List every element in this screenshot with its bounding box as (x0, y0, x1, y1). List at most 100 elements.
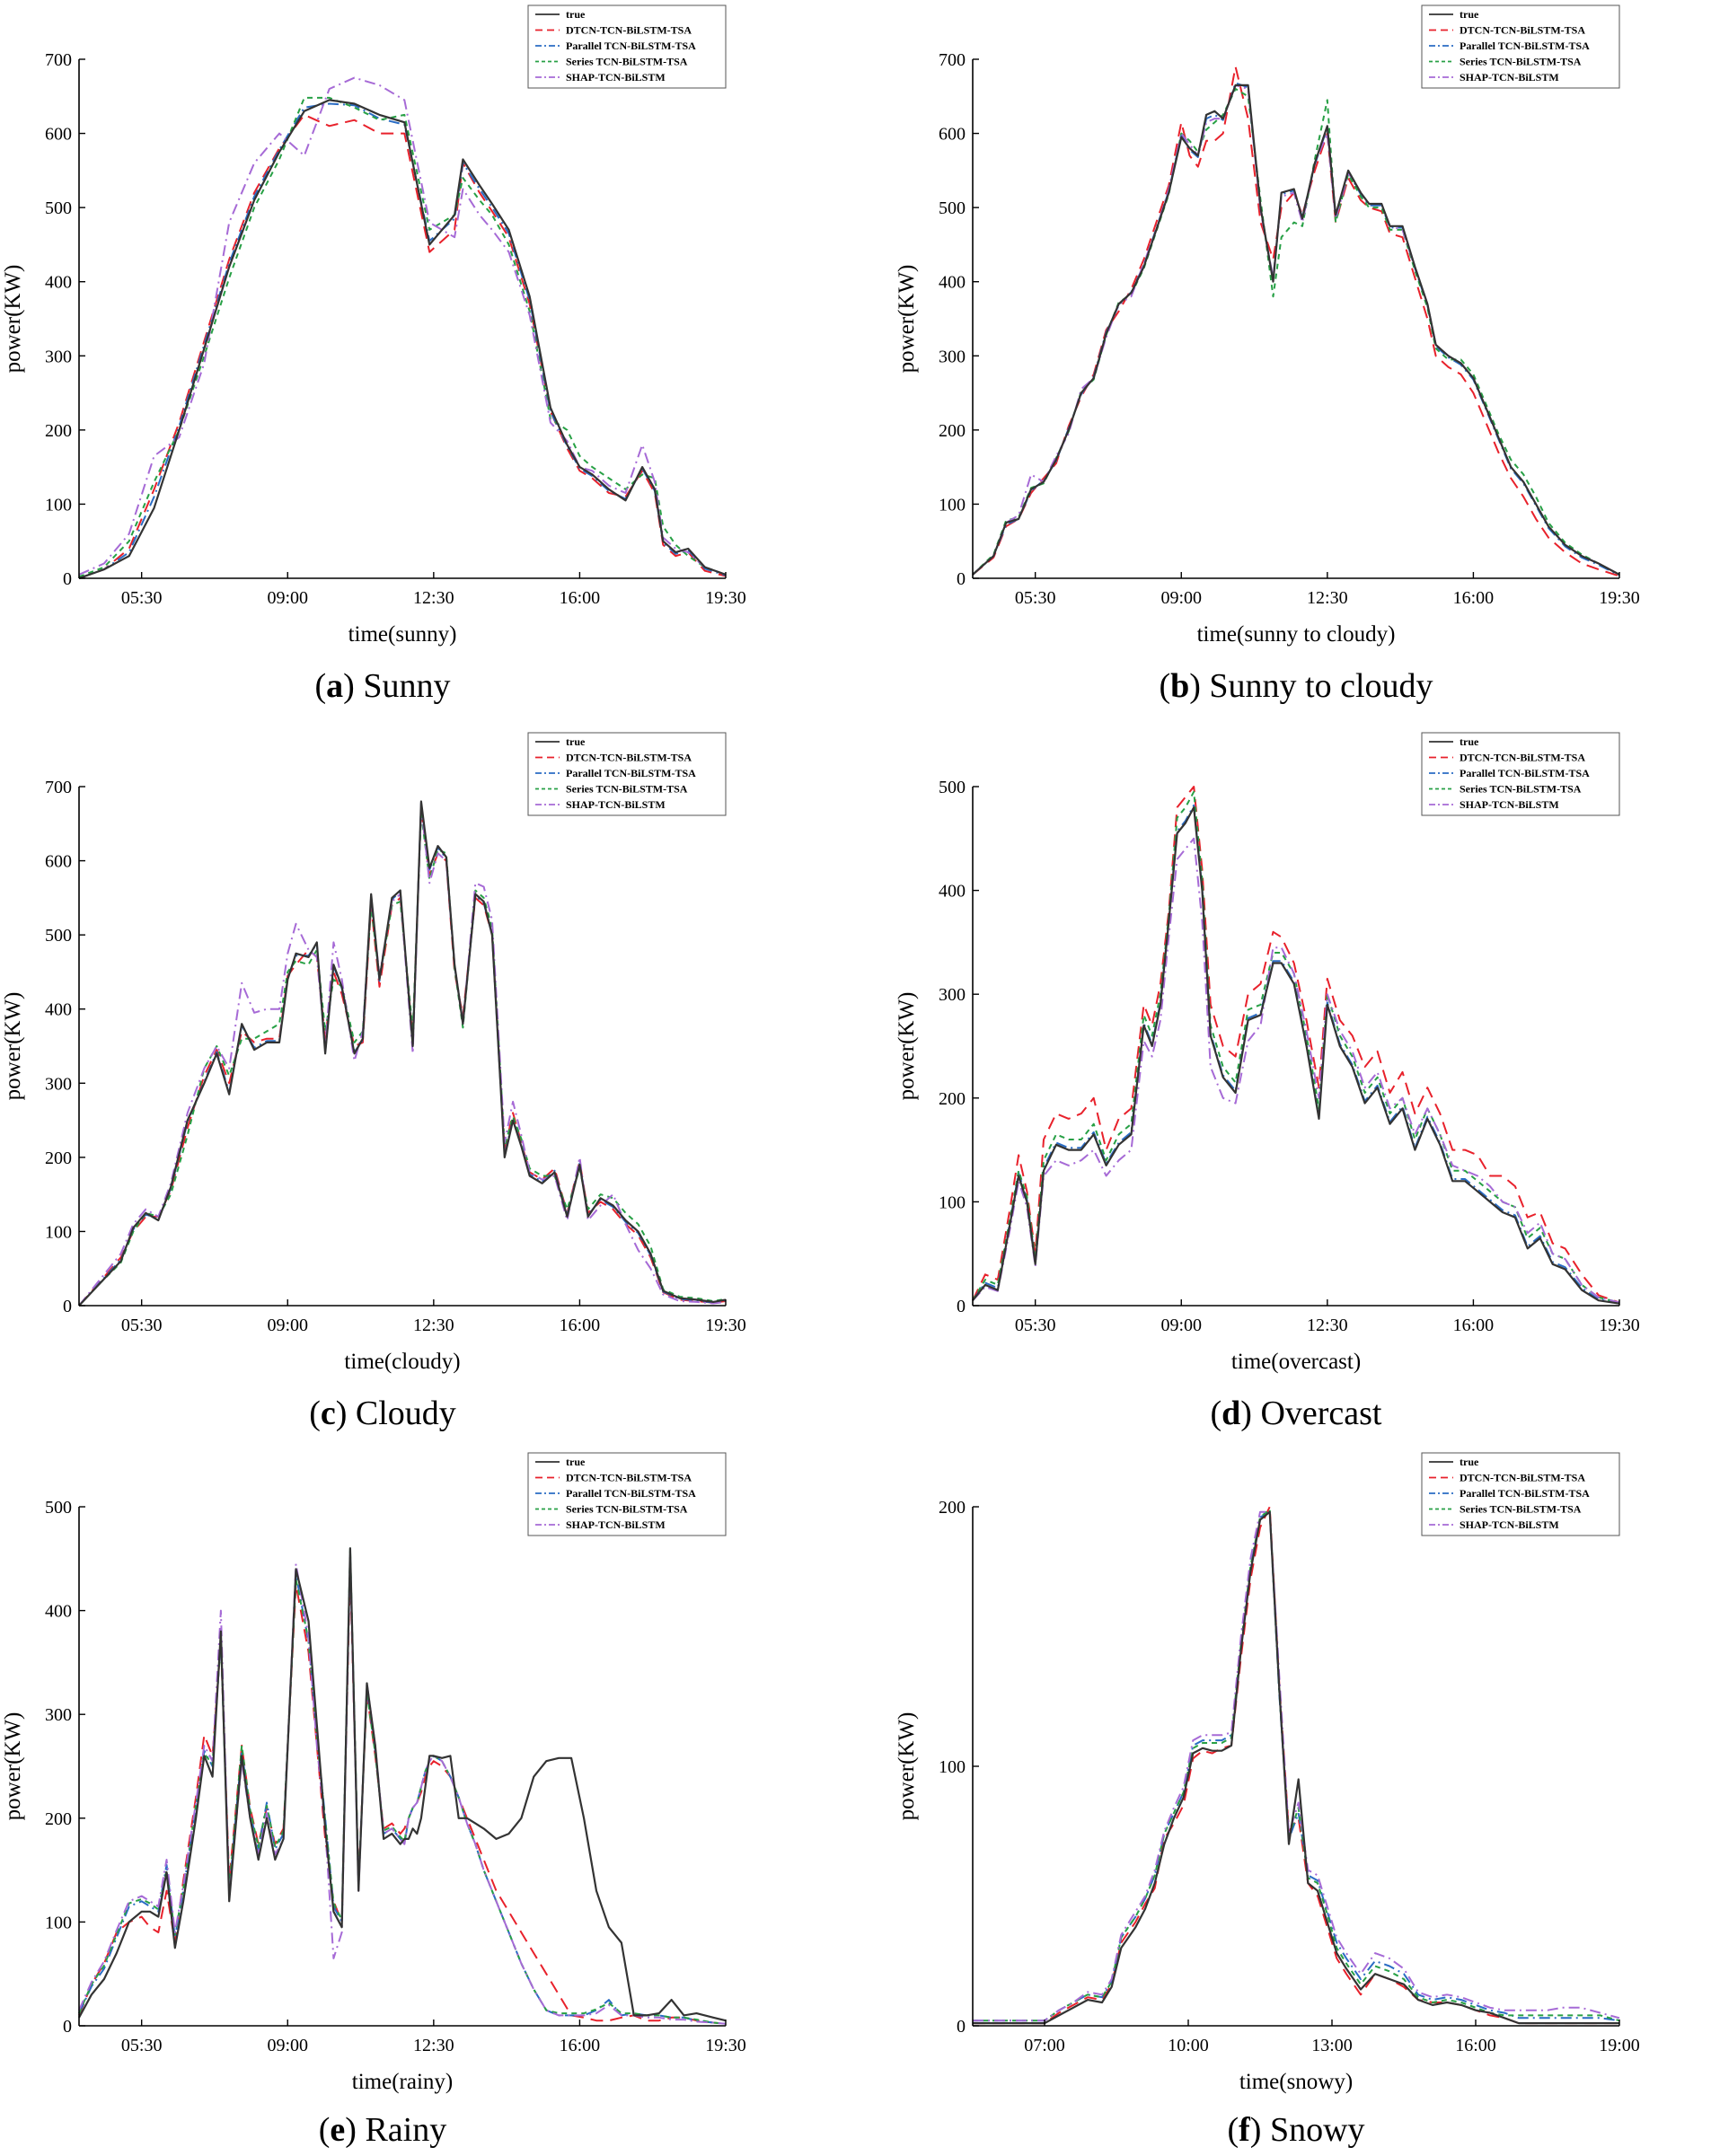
y-tick-label: 300 (939, 347, 966, 366)
legend-label-parallel: Parallel TCN-BiLSTM-TSA (1460, 767, 1590, 779)
y-axis-label: power(KW) (1, 992, 25, 1101)
caption-f: (f) Snowy (1227, 2111, 1365, 2149)
y-tick-label: 200 (45, 1148, 72, 1168)
legend: true DTCN-TCN-BiLSTM-TSA Parallel TCN-BiLS… (527, 732, 727, 816)
y-tick-label: 0 (957, 2017, 966, 2037)
legend-label-series: Series TCN-BiLSTM-TSA (1460, 1503, 1582, 1516)
y-tick-label: 100 (45, 1222, 72, 1242)
y-tick-label: 700 (45, 778, 72, 797)
legend-box (527, 1452, 727, 1536)
legend-label-dtcn: DTCN-TCN-BiLSTM-TSA (1460, 752, 1585, 764)
x-tick-label: 16:00 (1455, 2036, 1496, 2055)
y-tick-label: 0 (957, 1297, 966, 1316)
series-line-shap (78, 804, 727, 1307)
series-line-dtcn (78, 1568, 727, 2025)
legend-label-parallel: Parallel TCN-BiLSTM-TSA (566, 767, 696, 779)
y-tick-label: 100 (939, 495, 966, 515)
y-tick-label: 200 (939, 1089, 966, 1109)
y-tick-label: 500 (45, 926, 72, 946)
series-line-true (78, 800, 727, 1307)
y-tick-label: 100 (939, 1192, 966, 1212)
legend-label-shap: SHAP-TCN-BiLSTM (566, 798, 666, 811)
series-line-parallel (973, 1510, 1620, 2022)
series-line-true (972, 84, 1620, 576)
x-tick-label: 12:30 (413, 1316, 454, 1335)
x-axis-label: time(sunny) (348, 622, 457, 647)
legend-label-series: Series TCN-BiLSTM-TSA (1460, 783, 1582, 796)
series-line-parallel (972, 82, 1620, 576)
y-tick-label: 300 (45, 347, 72, 366)
caption-c: (c) Cloudy (309, 1395, 456, 1432)
legend-box (1421, 732, 1620, 816)
x-tick-label: 16:00 (1453, 588, 1495, 608)
x-tick-label: 19:30 (1599, 1316, 1640, 1335)
legend: true DTCN-TCN-BiLSTM-TSA Parallel TCN-BiLS… (1421, 4, 1620, 89)
y-tick-label: 400 (939, 882, 966, 902)
y-tick-label: 700 (939, 50, 966, 70)
legend-label-dtcn: DTCN-TCN-BiLSTM-TSA (1460, 1472, 1585, 1484)
y-tick-label: 600 (45, 852, 72, 872)
legend-label-true: true (1460, 1456, 1479, 1468)
y-tick-label: 500 (939, 778, 966, 797)
legend-label-series: Series TCN-BiLSTM-TSA (566, 56, 688, 68)
x-tick-label: 05:30 (1015, 588, 1056, 608)
x-tick-label: 05:30 (1015, 1316, 1056, 1335)
y-tick-label: 100 (939, 1757, 966, 1777)
legend-label-true: true (566, 8, 586, 21)
x-tick-label: 07:00 (1024, 2036, 1065, 2055)
series-line-series (973, 1508, 1620, 2022)
legend-label-shap: SHAP-TCN-BiLSTM (1460, 798, 1559, 811)
legend-box (527, 4, 727, 89)
legend-label-parallel: Parallel TCN-BiLSTM-TSA (566, 1487, 696, 1500)
y-tick-label: 500 (45, 198, 72, 218)
series-line-dtcn (78, 113, 727, 579)
x-tick-label: 05:30 (121, 588, 163, 608)
x-tick-label: 19:30 (705, 588, 746, 608)
x-axis-label: time(snowy) (1239, 2070, 1353, 2094)
y-tick-label: 400 (45, 1602, 72, 1622)
x-tick-label: 05:30 (121, 1316, 163, 1335)
series-line-series (972, 790, 1620, 1304)
x-axis-label: time(rainy) (352, 2070, 453, 2094)
series-line-shap (973, 1510, 1620, 2022)
x-tick-label: 13:00 (1311, 2036, 1353, 2055)
series-line-shap (972, 84, 1620, 576)
legend-label-true: true (566, 735, 586, 748)
x-tick-label: 16:00 (560, 588, 601, 608)
legend-box (1421, 4, 1620, 89)
series-line-parallel (78, 102, 727, 579)
caption-a: (a) Sunny (314, 667, 451, 705)
legend: true DTCN-TCN-BiLSTM-TSA Parallel TCN-BiLS… (1421, 732, 1620, 816)
series-line-true (973, 1510, 1619, 2025)
x-tick-label: 12:30 (413, 2036, 454, 2055)
series-line-shap (78, 76, 727, 576)
series-line-true (78, 1547, 727, 2022)
legend-label-true: true (1460, 8, 1479, 21)
legend-label-series: Series TCN-BiLSTM-TSA (566, 1503, 688, 1516)
y-tick-label: 300 (45, 1074, 72, 1094)
x-tick-label: 09:00 (267, 2036, 308, 2055)
x-tick-label: 09:00 (1160, 588, 1202, 608)
chart-panel-1: 0 100 200 300 400 500 600 700 05:30 09:00 12:30 16:… (1, 4, 746, 647)
chart-panel-3: 0 100 200 300 400 500 600 700 05:30 09:00 12:30 16:… (1, 732, 746, 1374)
legend-label-dtcn: DTCN-TCN-BiLSTM-TSA (566, 1472, 692, 1484)
legend: true DTCN-TCN-BiLSTM-TSA Parallel TCN-BiLS… (527, 4, 727, 89)
y-tick-label: 700 (45, 50, 72, 70)
caption-d: (d) Overcast (1210, 1395, 1382, 1432)
y-tick-label: 500 (45, 1498, 72, 1518)
y-tick-label: 200 (45, 421, 72, 441)
y-tick-label: 0 (63, 569, 72, 589)
series-line-parallel (78, 1553, 727, 2025)
series-line-true (78, 99, 727, 580)
x-axis-label: time(sunny to cloudy) (1197, 622, 1396, 647)
legend-label-shap: SHAP-TCN-BiLSTM (1460, 71, 1559, 84)
legend-label-dtcn: DTCN-TCN-BiLSTM-TSA (566, 752, 692, 764)
y-axis-label: power(KW) (1, 265, 25, 374)
y-tick-label: 0 (957, 569, 966, 589)
y-tick-label: 200 (939, 421, 966, 441)
legend-label-true: true (1460, 735, 1479, 748)
y-tick-label: 400 (45, 273, 72, 293)
y-tick-label: 0 (63, 1297, 72, 1316)
x-tick-label: 12:30 (413, 588, 454, 608)
